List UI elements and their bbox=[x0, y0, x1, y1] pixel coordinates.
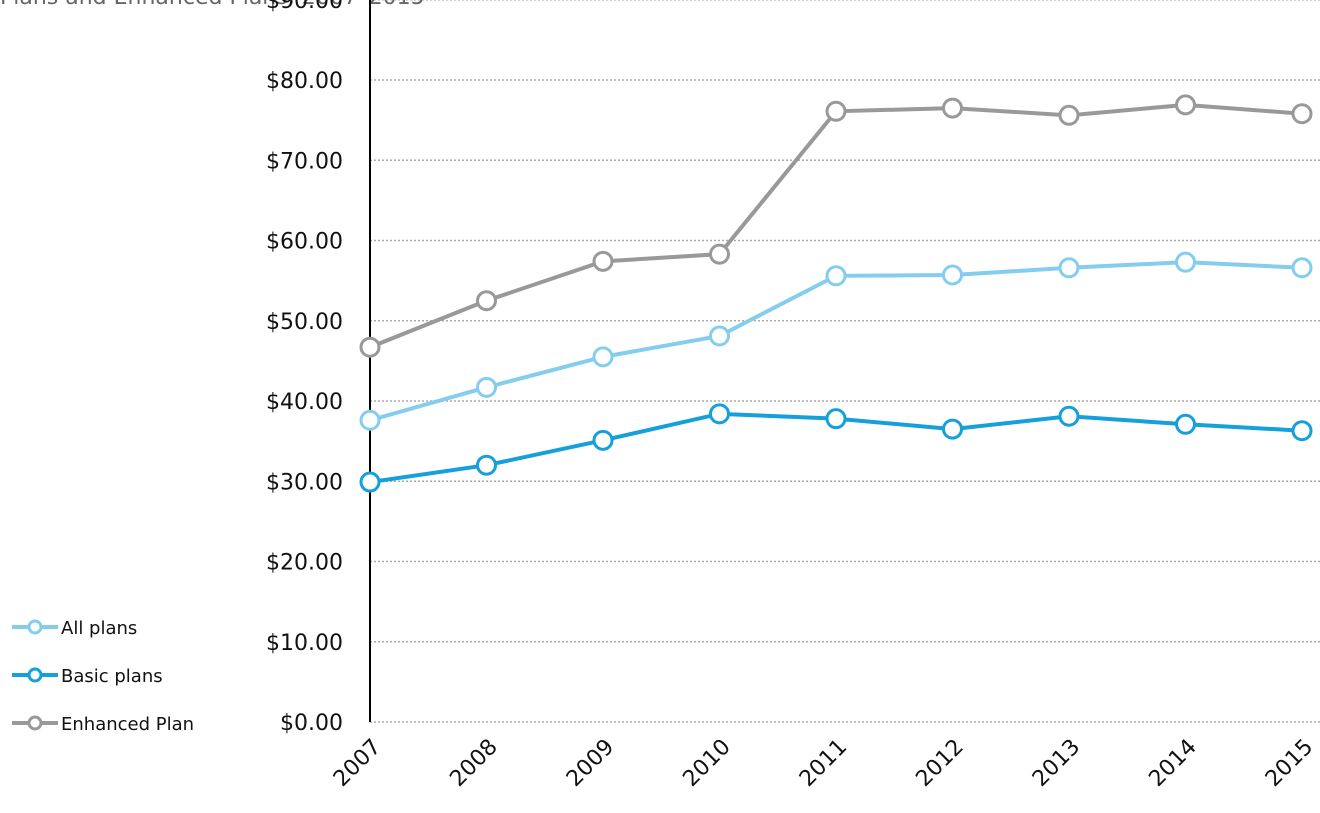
legend-label: Enhanced Plan bbox=[61, 714, 194, 735]
y-tick-label: $70.00 bbox=[266, 149, 343, 174]
point bbox=[942, 264, 963, 286]
point bbox=[1291, 103, 1313, 125]
point bbox=[1291, 420, 1313, 442]
y-tick-label: $60.00 bbox=[266, 230, 343, 255]
y-tick-label: $50.00 bbox=[266, 310, 343, 335]
point bbox=[476, 454, 497, 476]
series-line bbox=[369, 102, 1303, 350]
point bbox=[1058, 405, 1080, 427]
y-tick-label: $10.00 bbox=[266, 631, 343, 656]
point bbox=[359, 471, 381, 493]
x-tick-label: 2008 bbox=[445, 735, 502, 792]
y-tick-label: $40.00 bbox=[266, 390, 343, 415]
legend-label: All plans bbox=[61, 618, 137, 639]
point bbox=[942, 418, 963, 440]
x-tick-label: 2012 bbox=[911, 735, 968, 792]
point bbox=[825, 100, 847, 122]
x-tick-label: 2014 bbox=[1144, 735, 1201, 792]
legend-marker bbox=[27, 715, 43, 731]
y-tick-label: $30.00 bbox=[266, 470, 343, 495]
x-tick-label: 2007 bbox=[329, 735, 386, 792]
y-tick-label: $20.00 bbox=[266, 551, 343, 576]
point bbox=[709, 243, 730, 265]
point bbox=[359, 336, 381, 358]
point bbox=[1058, 104, 1080, 126]
point bbox=[592, 429, 614, 451]
point bbox=[592, 250, 614, 272]
x-tick-label: 2011 bbox=[795, 735, 852, 792]
legend-label: Basic plans bbox=[61, 666, 163, 687]
x-tick-label: 2010 bbox=[678, 735, 735, 792]
point bbox=[942, 97, 963, 119]
point bbox=[359, 409, 381, 431]
point bbox=[1058, 257, 1080, 279]
point bbox=[1175, 413, 1196, 435]
legend-marker bbox=[27, 667, 43, 683]
y-tick-label: $90.00 bbox=[266, 0, 343, 14]
point bbox=[709, 325, 730, 347]
x-tick-label: 2009 bbox=[562, 735, 619, 792]
legend-marker bbox=[27, 619, 43, 635]
chart-subtitle: Plans and Enhanced Plans, 2007–2015 bbox=[0, 0, 425, 10]
x-tick-label: 2013 bbox=[1028, 735, 1085, 792]
point bbox=[709, 403, 730, 425]
y-tick-label: $0.00 bbox=[280, 711, 343, 736]
point bbox=[1175, 94, 1196, 116]
point bbox=[1175, 251, 1196, 273]
point bbox=[825, 265, 847, 287]
point bbox=[476, 290, 497, 312]
point bbox=[476, 376, 497, 398]
y-tick-label: $80.00 bbox=[266, 69, 343, 94]
point bbox=[825, 408, 847, 430]
point bbox=[1291, 257, 1313, 279]
point bbox=[592, 346, 614, 368]
x-tick-label: 2015 bbox=[1261, 735, 1318, 792]
